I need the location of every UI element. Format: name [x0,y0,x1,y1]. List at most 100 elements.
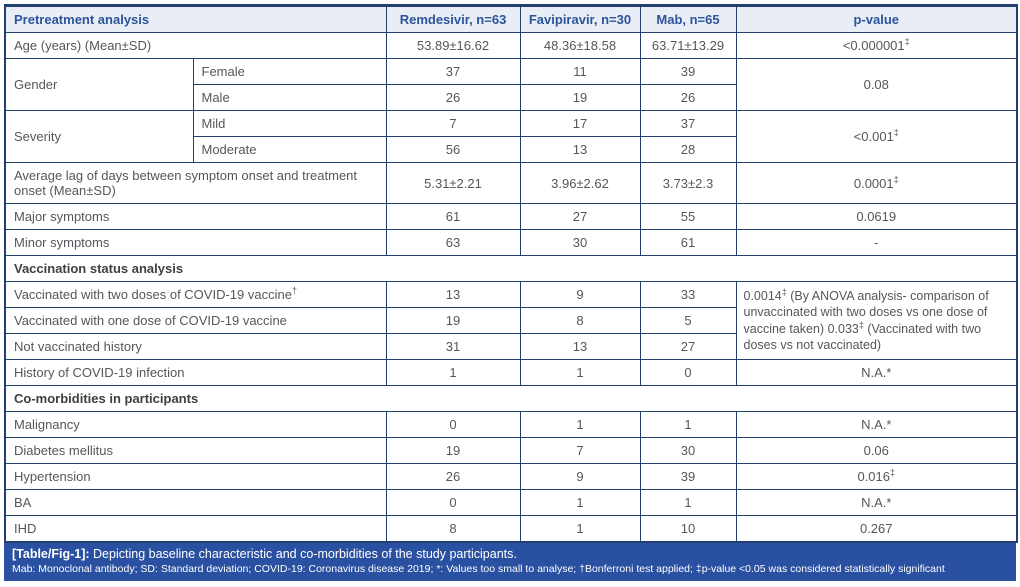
row-label: Not vaccinated history [4,333,387,360]
row-label: Average lag of days between symptom onse… [4,162,387,204]
pvalue-cell: 0.0619 [735,203,1018,230]
header-pretreatment-analysis: Pretreatment analysis [4,5,387,33]
row-minor-symptoms: Minor symptoms 63 30 61 - [4,229,1018,256]
row-label: Hypertension [4,463,387,490]
table-cell: 0 [639,359,737,386]
row-label: IHD [4,515,387,542]
caption-label: [Table/Fig-1]: [12,546,90,561]
sublabel-female: Female [192,58,387,85]
pvalue-cell: 0.06 [735,437,1018,464]
row-label: BA [4,489,387,516]
table-cell: 1 [385,359,521,386]
table-cell: 5 [639,307,737,334]
table-cell: 30 [639,437,737,464]
table-cell: 13 [519,333,641,360]
table-cell: 61 [639,229,737,256]
row-label-gender: Gender [4,58,194,111]
row-malignancy: Malignancy 0 1 1 N.A.* [4,411,1018,438]
table-cell: 39 [639,463,737,490]
table-cell: 61 [385,203,521,230]
row-severity-mild: Severity Mild 7 17 37 <0.001‡ [4,110,1018,163]
table-caption: [Table/Fig-1]: Depicting baseline charac… [12,547,1008,563]
row-vaccinated-two-doses: Vaccinated with two doses of COVID-19 va… [4,281,1018,360]
row-age: Age (years) (Mean±SD) 53.89±16.62 48.36±… [4,32,1018,59]
sublabel-moderate: Moderate [192,136,387,163]
header-mab: Mab, n=65 [639,5,737,33]
row-gender-female: Gender Female 37 11 39 0.08 [4,58,1018,111]
table-cell: 1 [519,489,641,516]
row-ihd: IHD 8 1 10 0.267 [4,515,1018,542]
pretreatment-table: Pretreatment analysis Remdesivir, n=63 F… [4,4,1018,543]
section-row-comorbidities: Co-morbidities in participants [4,385,1018,412]
table-cell: 13 [519,136,641,163]
table-cell: 11 [519,58,641,85]
table-cell: 3.96±2.62 [519,162,641,204]
table-cell: 31 [385,333,521,360]
row-label: Vaccinated with one dose of COVID-19 vac… [4,307,387,334]
table-footnote: Mab: Monoclonal antibody; SD: Standard d… [12,563,945,576]
header-favipiravir: Favipiravir, n=30 [519,5,641,33]
table-cell: 27 [519,203,641,230]
row-label: Major symptoms [4,203,387,230]
table-cell: 63.71±13.29 [639,32,737,59]
table-cell: 1 [519,515,641,542]
row-severity-moderate: Moderate 56 13 28 [5,136,1017,163]
table-cell: 63 [385,229,521,256]
caption-text: Depicting baseline characteristic and co… [93,546,517,561]
table-cell: 9 [519,463,641,490]
pvalue-cell: N.A.* [735,359,1018,386]
row-label: Vaccinated with two doses of COVID-19 va… [4,281,387,308]
header-pvalue: p-value [735,5,1018,33]
table-cell: 1 [519,411,641,438]
table-cell: 30 [519,229,641,256]
table-cell: 19 [385,307,521,334]
table-caption-bar: [Table/Fig-1]: Depicting baseline charac… [4,542,1016,582]
table-cell: 56 [385,136,521,163]
row-ba: BA 0 1 1 N.A.* [4,489,1018,516]
table-cell: 7 [385,110,521,137]
row-vaccinated-one-dose: Vaccinated with one dose of COVID-19 vac… [4,307,1017,334]
table-cell: 26 [639,84,737,111]
pvalue-cell: - [735,229,1018,256]
pvalue-cell: <0.001‡ [735,110,1018,163]
row-major-symptoms: Major symptoms 61 27 55 0.0619 [4,203,1018,230]
pvalue-cell: 0.016‡ [735,463,1018,490]
table-cell: 8 [519,307,641,334]
table-cell: 26 [385,84,521,111]
pvalue-cell: 0.08 [735,58,1018,111]
table-cell: 0 [385,489,521,516]
section-row-vaccination: Vaccination status analysis [4,255,1018,282]
table-cell: 1 [639,411,737,438]
row-covid-history: History of COVID-19 infection 1 1 0 N.A.… [4,359,1018,386]
table-cell: 26 [385,463,521,490]
table-cell: 5.31±2.21 [385,162,521,204]
section-title-vaccination: Vaccination status analysis [4,255,1018,282]
pvalue-cell-vaccination: 0.0014‡ (By ANOVA analysis- comparison o… [735,281,1018,360]
row-hypertension: Hypertension 26 9 39 0.016‡ [4,463,1018,490]
row-label: Malignancy [4,411,387,438]
pvalue-cell: 0.267 [735,515,1018,542]
table-cell: 1 [519,359,641,386]
sublabel-mild: Mild [192,110,387,137]
table-figure: Pretreatment analysis Remdesivir, n=63 F… [4,4,1018,543]
table-cell: 7 [519,437,641,464]
pvalue-cell: N.A.* [735,411,1018,438]
table-cell: 39 [639,58,737,85]
table-cell: 10 [639,515,737,542]
table-cell: 37 [639,110,737,137]
row-label: Minor symptoms [4,229,387,256]
table-header-row: Pretreatment analysis Remdesivir, n=63 F… [4,5,1018,33]
pvalue-cell: N.A.* [735,489,1018,516]
table-cell: 27 [639,333,737,360]
row-diabetes: Diabetes mellitus 19 7 30 0.06 [4,437,1018,464]
header-remdesivir: Remdesivir, n=63 [385,5,521,33]
sublabel-male: Male [192,84,387,111]
row-average-lag: Average lag of days between symptom onse… [4,162,1018,204]
section-title-comorbidities: Co-morbidities in participants [4,385,1018,412]
row-gender-male: Male 26 19 26 [5,84,1017,111]
table-cell: 53.89±16.62 [385,32,521,59]
table-cell: 13 [385,281,521,308]
row-label: Diabetes mellitus [4,437,387,464]
table-cell: 9 [519,281,641,308]
table-cell: 8 [385,515,521,542]
